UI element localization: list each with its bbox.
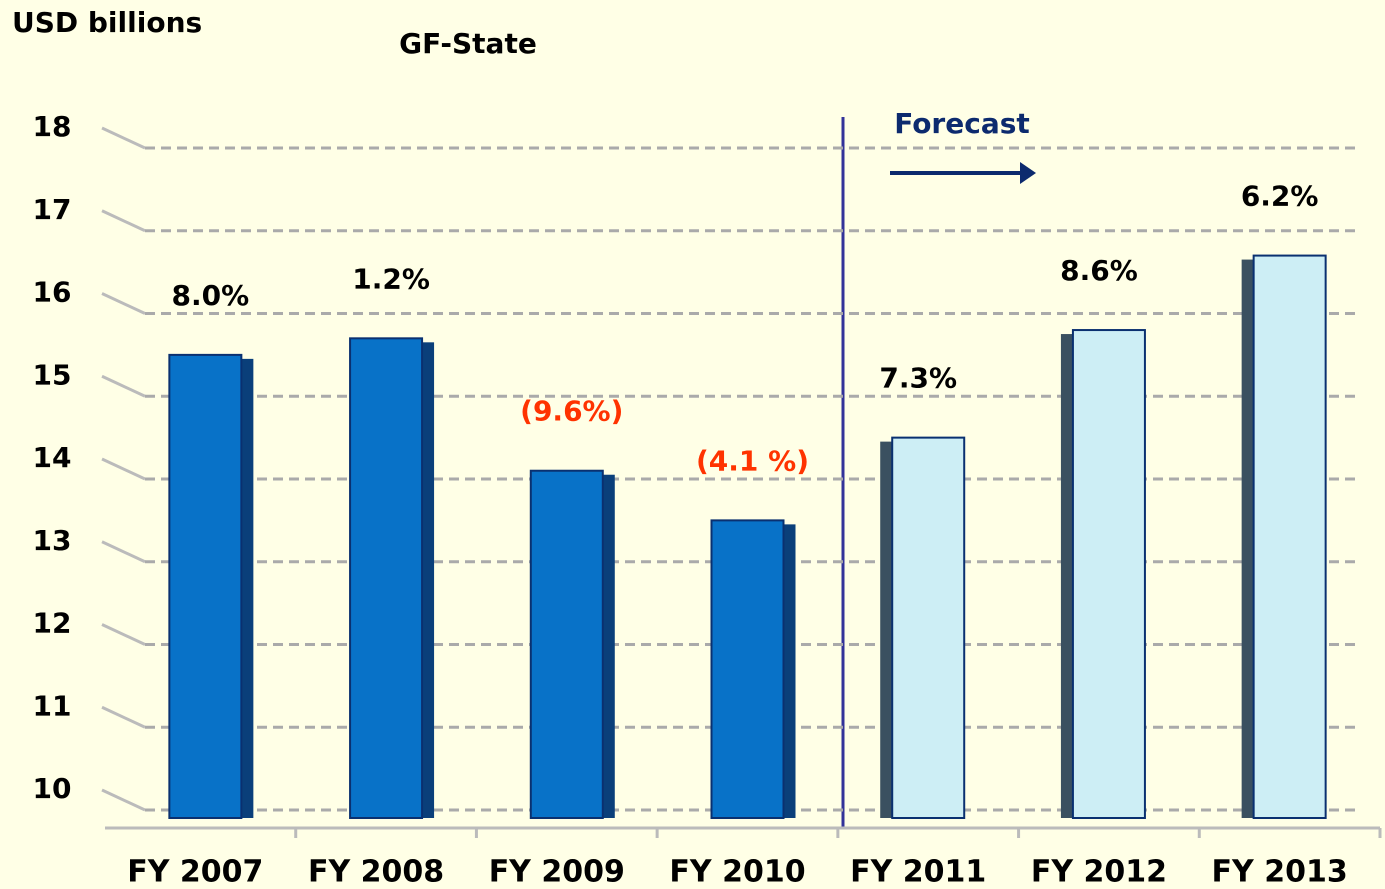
tick-mark	[101, 292, 146, 315]
x-tick-label: FY 2007	[127, 855, 263, 889]
y-tick-label: 13	[33, 524, 72, 557]
tick-mark	[101, 209, 146, 233]
forecast-arrowhead	[1020, 162, 1036, 184]
tick-mark	[101, 540, 146, 564]
bar-side	[880, 441, 893, 818]
bar	[1071, 329, 1146, 819]
bar-side	[422, 342, 435, 818]
y-tick-label: 12	[33, 607, 72, 640]
tick-mark	[101, 457, 146, 481]
tick-mark	[101, 623, 146, 646]
growth-label: 6.2%	[1241, 180, 1319, 213]
x-tick-label: FY 2011	[850, 855, 986, 889]
tick-mark	[101, 705, 146, 729]
growth-label: (4.1 %)	[696, 444, 809, 477]
forecast-label: Forecast	[894, 107, 1030, 140]
bar	[891, 436, 966, 819]
chart-title: GF-State	[399, 27, 537, 60]
x-tick-label: FY 2008	[308, 855, 444, 889]
bar	[168, 353, 243, 819]
y-tick-label: 15	[33, 358, 72, 391]
y-axis-label: USD billions	[12, 6, 202, 39]
tick-mark	[101, 374, 146, 398]
tick-mark	[101, 788, 146, 812]
growth-label: 8.6%	[1060, 254, 1138, 287]
x-tick-label: FY 2010	[669, 855, 805, 889]
bar	[529, 469, 604, 819]
bar-side	[1241, 259, 1254, 818]
growth-label: 7.3%	[879, 362, 957, 395]
y-tick-label: 10	[33, 772, 72, 805]
x-tick-label: FY 2009	[489, 855, 625, 889]
bar	[1252, 254, 1327, 819]
y-tick-label: 17	[33, 193, 72, 226]
y-tick-label: 16	[33, 276, 72, 309]
x-tick-label: FY 2012	[1031, 855, 1167, 889]
x-tick-label: FY 2013	[1212, 855, 1348, 889]
bar-side	[1060, 334, 1073, 818]
y-tick-label: 18	[33, 110, 72, 143]
y-tick-label: 11	[33, 689, 72, 722]
bar	[710, 519, 785, 819]
growth-label: (9.6%)	[520, 395, 623, 428]
growth-label: 8.0%	[172, 279, 250, 312]
growth-label: 1.2%	[352, 262, 430, 295]
bar	[349, 337, 424, 819]
bar-side	[783, 524, 796, 818]
y-tick-label: 14	[33, 441, 72, 474]
bar-side	[241, 358, 254, 818]
tick-mark	[101, 126, 146, 150]
bar-side	[602, 474, 615, 818]
